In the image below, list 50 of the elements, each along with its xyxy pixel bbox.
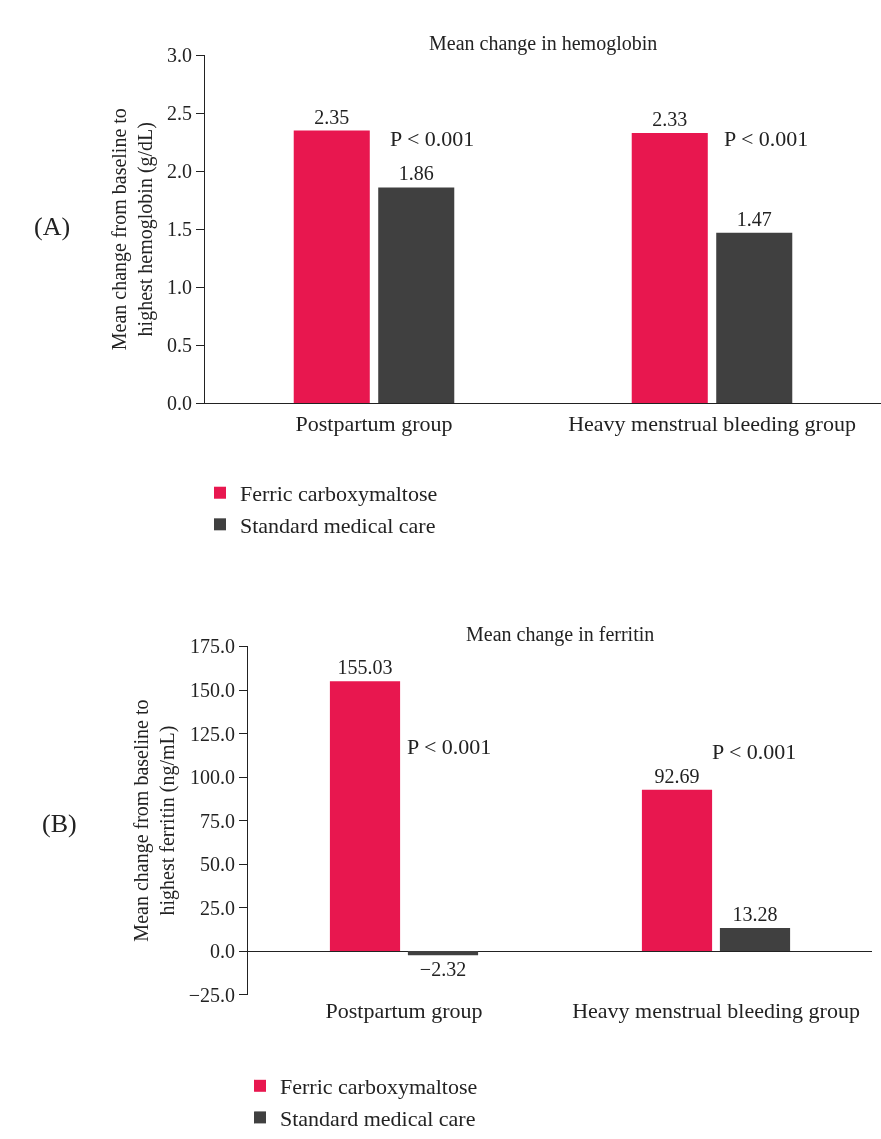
annotation: P < 0.001	[390, 126, 475, 151]
legend-label: Ferric carboxymaltose	[280, 1074, 478, 1100]
data-label: 2.35	[314, 105, 350, 128]
bar	[631, 132, 708, 404]
y-tick-label: 0.0	[167, 392, 192, 415]
bar	[407, 951, 479, 956]
y-tick-label: 100.0	[190, 766, 235, 789]
y-tick-label: 1.0	[167, 276, 192, 299]
y-tick-label: 2.0	[167, 160, 192, 183]
annotation: P < 0.001	[724, 126, 809, 151]
y-tick-label: 0.5	[167, 334, 192, 357]
legend-label: Standard medical care	[280, 1105, 476, 1131]
text: (A)	[34, 212, 71, 241]
y-tick-label: 3.0	[167, 44, 192, 67]
data-label: 13.28	[732, 902, 778, 925]
y-tick-label: 150.0	[190, 679, 235, 701]
bar	[641, 789, 713, 952]
x-tick-label: Heavy menstrual bleeding group	[568, 410, 856, 436]
y-tick-label: 1.5	[167, 218, 192, 241]
y-tick-label: 125.0	[190, 722, 235, 745]
y-tick-label: −25.0	[188, 983, 235, 1006]
y-axis-title: Mean change from baseline to highest hemoglobin (g/dL)	[108, 108, 158, 351]
x-tick-label: Postpartum group	[325, 997, 483, 1023]
annotation: P < 0.001	[407, 734, 492, 759]
y-axis-title: Mean change from baseline to highest ferritin (ng/mL)	[130, 699, 180, 942]
y-tick-label: 175.0	[190, 635, 235, 658]
data-label: −2.32	[419, 958, 467, 981]
y-tick-label: 25.0	[200, 896, 235, 919]
data-label: 2.33	[652, 107, 688, 130]
data-label: 92.69	[654, 764, 700, 787]
x-tick-label: Heavy menstrual bleeding group	[572, 997, 860, 1023]
data-label: 1.86	[398, 162, 434, 185]
y-tick-label: 50.0	[200, 853, 235, 876]
annotation: P < 0.001	[712, 739, 797, 764]
y-tick-label: 0.0	[210, 940, 235, 963]
legend-label: Standard medical care	[240, 512, 436, 538]
bar	[716, 232, 793, 404]
x-tick-label: Postpartum group	[295, 410, 453, 436]
data-label: 155.03	[337, 656, 393, 679]
text: (B)	[42, 809, 77, 838]
bar	[378, 187, 455, 404]
legend-label: Ferric carboxymaltose	[240, 481, 438, 507]
bar	[719, 927, 791, 952]
bar	[293, 130, 370, 404]
y-tick-label: 2.5	[167, 102, 192, 125]
chart-title: Mean change in hemoglobin	[429, 32, 658, 55]
data-label: 1.47	[736, 207, 772, 230]
y-tick-label: 75.0	[200, 809, 235, 832]
bar	[329, 681, 401, 952]
chart-title: Mean change in ferritin	[466, 623, 655, 646]
